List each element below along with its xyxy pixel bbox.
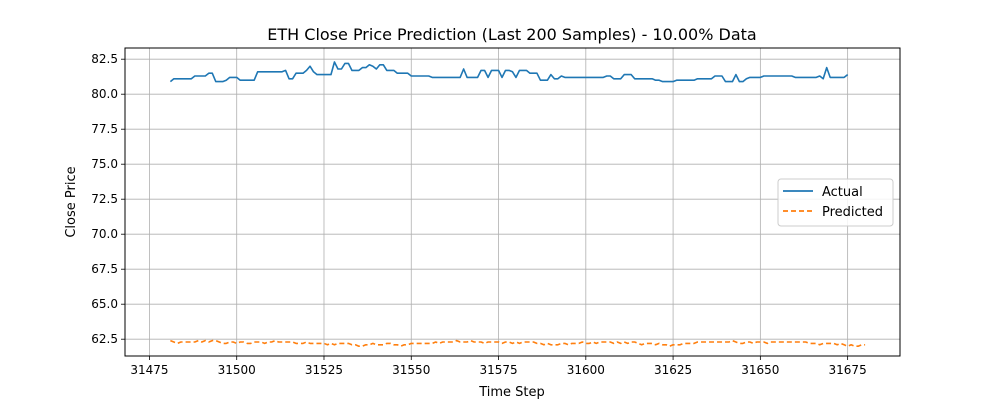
x-tick-label: 31550 <box>392 363 430 377</box>
x-tick-label: 31525 <box>305 363 343 377</box>
series-layer <box>169 61 866 348</box>
plot-frame <box>124 47 901 357</box>
y-tick-label: 70.0 <box>91 227 118 241</box>
y-tick-label: 80.0 <box>91 87 118 101</box>
legend-label-predicted: Predicted <box>822 205 883 220</box>
series-line-predicted <box>170 339 866 348</box>
x-tick-label: 31675 <box>829 363 867 377</box>
y-tick-label: 77.5 <box>91 122 118 136</box>
x-tick-label: 31625 <box>654 363 692 377</box>
x-tick-label: 31475 <box>130 363 168 377</box>
legend-label-actual: Actual <box>822 185 863 200</box>
series-line-actual <box>169 61 849 83</box>
y-tick-label: 65.0 <box>91 297 118 311</box>
y-tick-label: 75.0 <box>91 157 118 171</box>
x-axis-title: Time Step <box>478 385 545 400</box>
x-tick-label: 31575 <box>479 363 517 377</box>
x-tick-label: 31600 <box>567 363 605 377</box>
legend: Actual Predicted <box>777 178 894 227</box>
y-tick-label: 82.5 <box>91 52 118 66</box>
y-axis-title: Close Price <box>64 166 79 237</box>
y-tick-label: 62.5 <box>91 332 118 346</box>
grid-lines <box>125 48 900 356</box>
y-axis-ticks: 62.5 65.0 67.5 70.0 72.5 75.0 77.5 80.0 82.5 <box>91 52 125 346</box>
chart-title: ETH Close Price Prediction (Last 200 Sam… <box>267 25 756 44</box>
y-tick-label: 72.5 <box>91 192 118 206</box>
x-tick-label: 31650 <box>741 363 779 377</box>
x-tick-label: 31500 <box>218 363 256 377</box>
x-axis-ticks: 31475 31500 31525 31550 31575 31600 31625 31650… <box>130 356 867 377</box>
y-tick-label: 67.5 <box>91 262 118 276</box>
